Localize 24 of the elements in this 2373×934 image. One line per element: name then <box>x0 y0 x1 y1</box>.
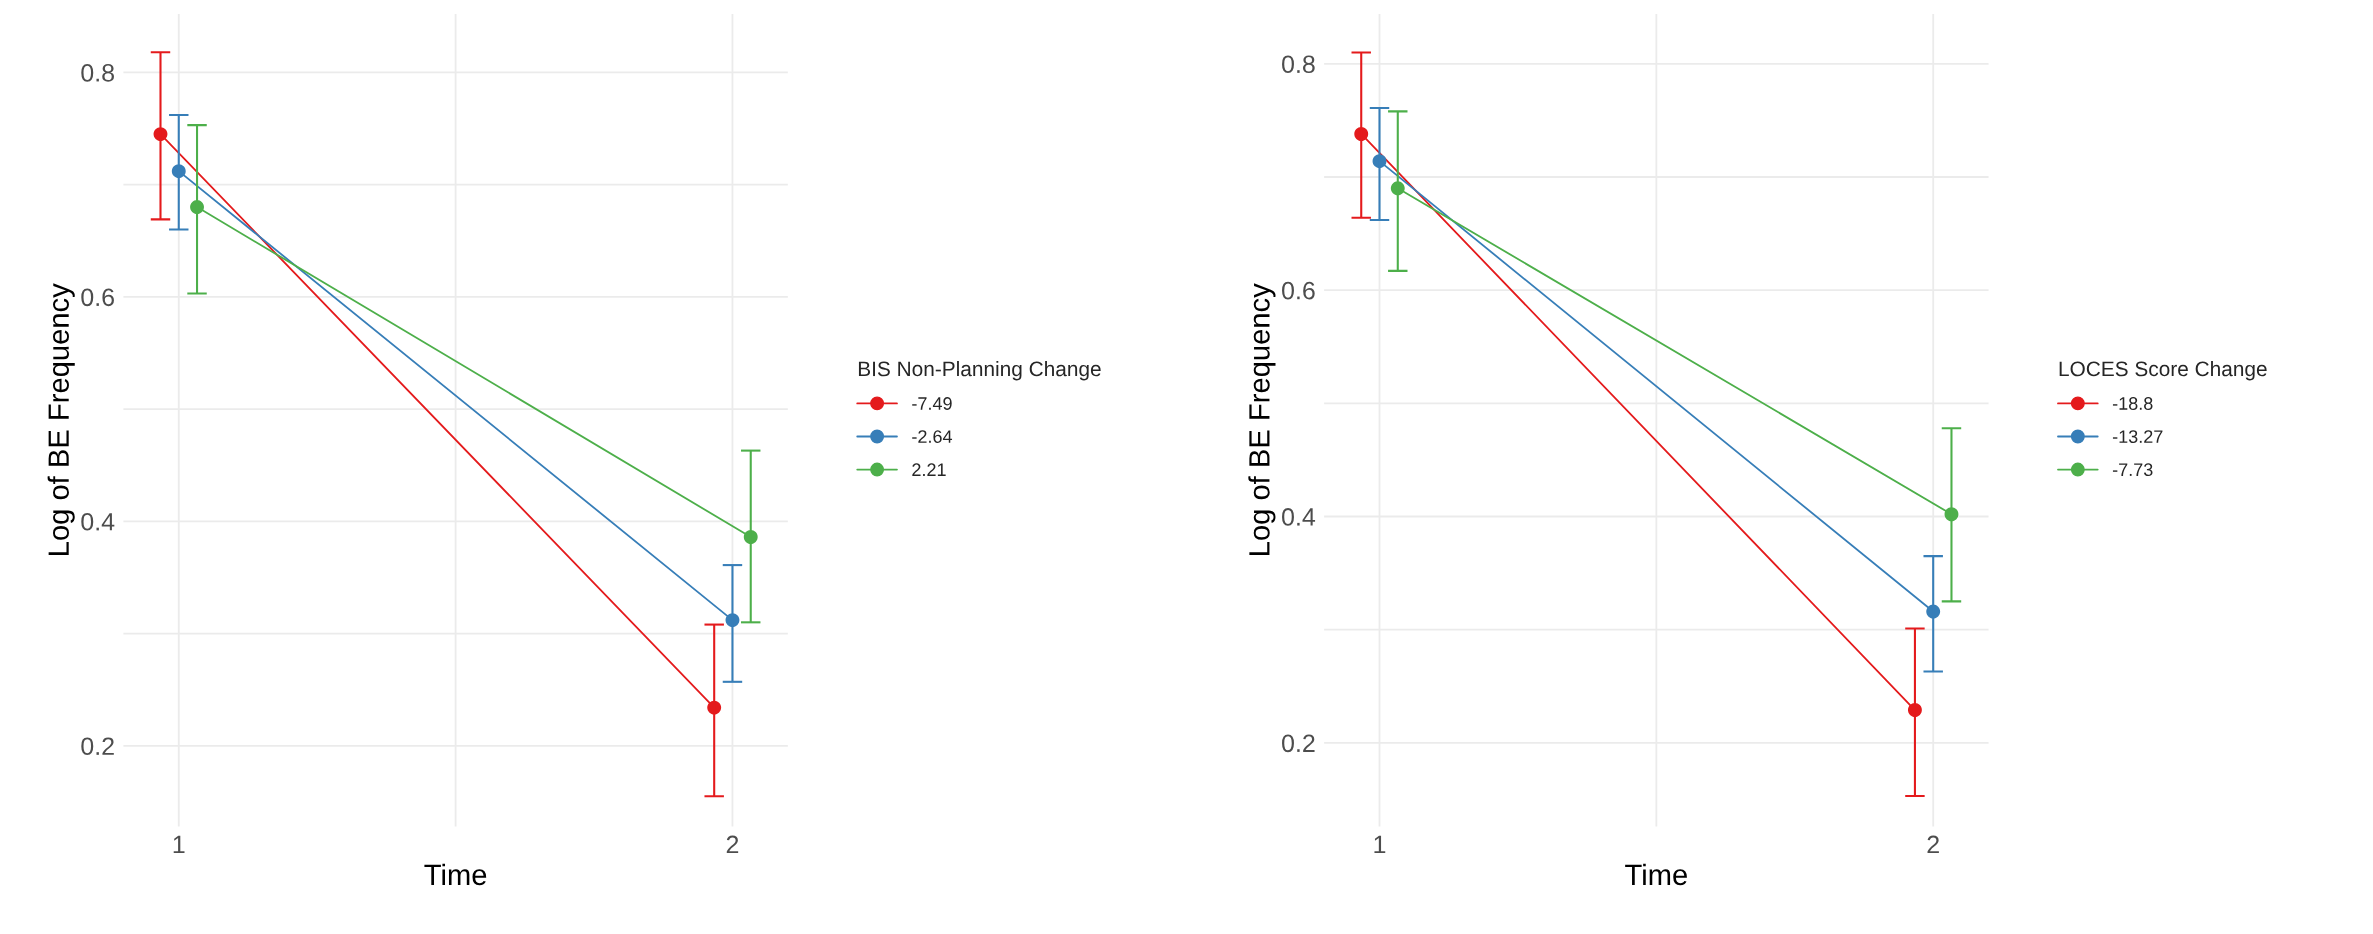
x-axis-title: Time <box>1625 863 1687 886</box>
y-tick-label: 0.8 <box>81 63 114 82</box>
legend-title: LOCES Score Change <box>2059 360 2267 381</box>
y-tick-label: 0.4 <box>1282 508 1316 526</box>
legend-label: -13.27 <box>2112 430 2163 443</box>
legend-label: -7.73 <box>2112 463 2153 477</box>
y-tick-label: 0.8 <box>1282 55 1315 74</box>
legend-label: 2.21 <box>912 463 946 476</box>
y-axis-title: Log of BE Frequency <box>47 283 75 555</box>
x-tick-label: 1 <box>173 835 185 854</box>
y-tick-label: 0.2 <box>81 737 114 756</box>
y-tick-label: 0.6 <box>81 288 114 307</box>
legend-label: -7.49 <box>912 397 952 410</box>
y-axis-title: Log of BE Frequency <box>1248 283 1276 555</box>
x-tick-label: 2 <box>1927 835 1939 854</box>
y-tick-label: 0.2 <box>1282 734 1315 753</box>
legend-label: -2.64 <box>912 430 953 443</box>
x-tick-label: 2 <box>726 835 739 854</box>
y-tick-label: 0.4 <box>81 512 115 531</box>
legend-label: -18.8 <box>2112 397 2153 410</box>
x-axis-title: Time <box>424 863 487 886</box>
x-tick-label: 1 <box>1374 835 1386 854</box>
y-tick-label: 0.6 <box>1282 281 1315 300</box>
legend-title: BIS Non-Planning Change <box>858 360 1101 381</box>
